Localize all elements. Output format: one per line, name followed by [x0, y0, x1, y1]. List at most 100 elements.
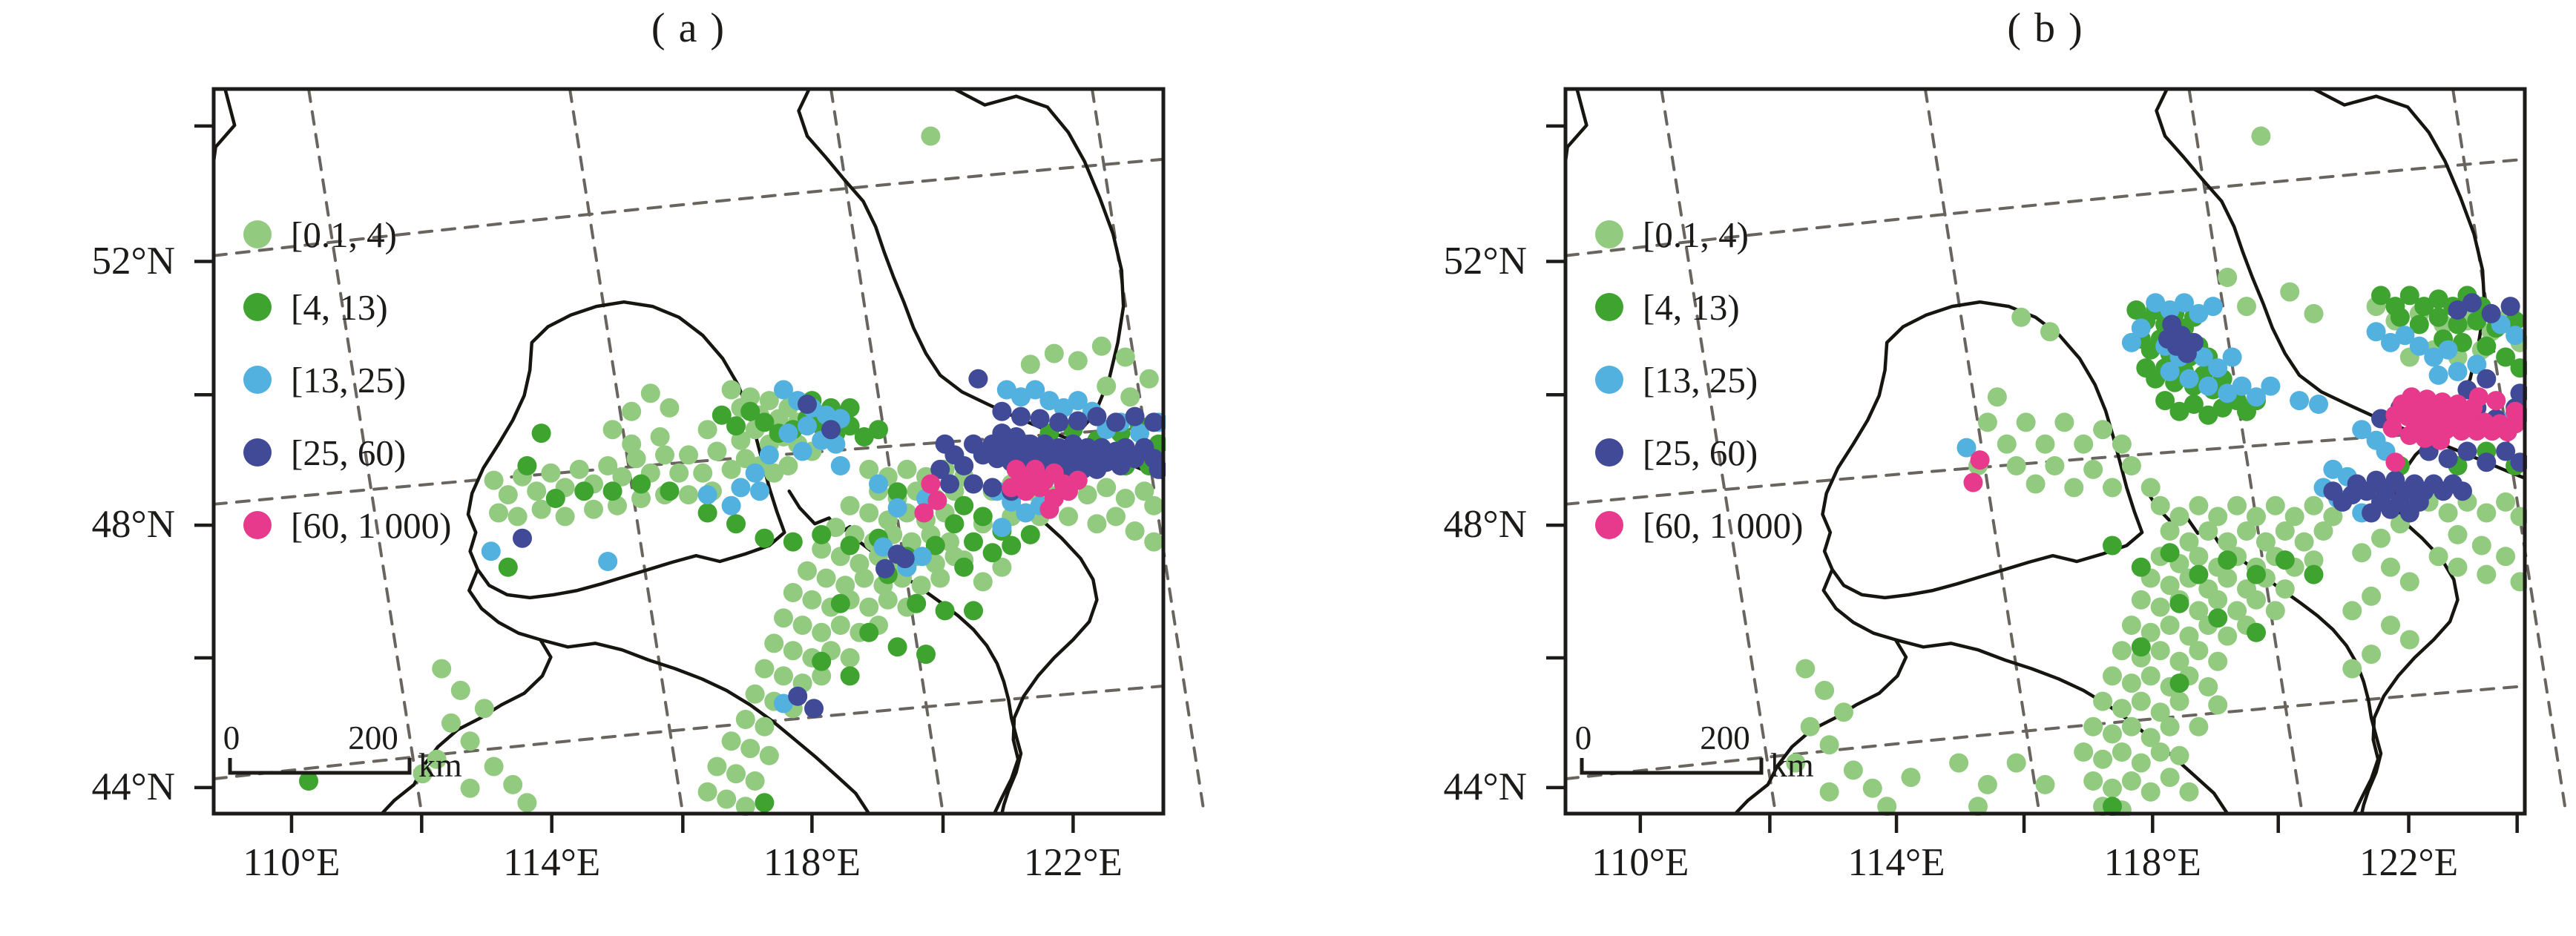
data-point-green [2467, 311, 2487, 331]
data-point-light_green [2342, 659, 2362, 679]
data-point-light_blue [759, 445, 779, 465]
data-point-light_blue [1068, 391, 1088, 411]
data-point-light_green [2227, 601, 2247, 621]
data-point-light_blue [2290, 391, 2310, 411]
y-tick-label-a: 48°N [91, 503, 175, 547]
legend-label: [4, 13) [291, 286, 388, 328]
legend-item-a-3: [25, 60) [243, 432, 406, 473]
data-point-green [2184, 395, 2204, 414]
data-point-green [964, 532, 983, 552]
data-point-light_green [798, 561, 817, 581]
data-point-light_green [2218, 568, 2238, 588]
data-point-light_green [859, 597, 879, 617]
data-point-light_blue [697, 485, 717, 505]
data-point-green [944, 514, 965, 534]
data-point-light_green [830, 616, 850, 635]
data-point-pink [2415, 428, 2435, 448]
legend-dot-green [243, 293, 272, 321]
data-point-light_green [2093, 420, 2113, 440]
data-point-light_blue [830, 456, 850, 475]
data-point-light_green [541, 463, 561, 483]
data-point-light_green [1901, 768, 1921, 788]
data-point-light_green [1125, 521, 1145, 541]
data-point-light_blue [2232, 376, 2252, 396]
x-tick-label-b: 114°E [1847, 841, 1945, 884]
x-tick-label-a: 118°E [763, 841, 861, 884]
x-tick-label-a: 122°E [1023, 841, 1123, 884]
data-point-light_green [432, 659, 452, 679]
data-point-light_green [2198, 521, 2218, 541]
data-point-light_green [921, 126, 941, 146]
data-point-light_green [1134, 481, 1154, 501]
data-point-light_green [2198, 677, 2218, 696]
data-point-light_blue [2218, 383, 2238, 403]
data-point-light_green [2227, 495, 2247, 515]
data-point-pink [1054, 474, 1074, 494]
data-point-light_blue [598, 552, 618, 571]
data-point-navy [2409, 492, 2429, 512]
scatter-layer [1786, 126, 2527, 816]
data-point-light_blue [1016, 503, 1036, 523]
data-point-light_green [2477, 503, 2497, 523]
data-point-light_green [450, 680, 470, 700]
data-point-light_green [1020, 355, 1040, 375]
data-point-green [697, 503, 717, 523]
data-point-light_green [2477, 564, 2497, 584]
data-point-light_green [1987, 387, 2007, 407]
data-point-light_green [2074, 742, 2094, 762]
data-point-navy [895, 549, 915, 569]
data-point-light_green [2140, 782, 2161, 802]
legend-label: [4, 13) [1643, 286, 1740, 328]
data-point-green [2189, 564, 2209, 584]
data-point-navy [2500, 297, 2520, 317]
data-point-light_green [2160, 576, 2180, 596]
data-point-green [660, 481, 680, 501]
data-point-light_green [1977, 774, 1997, 794]
data-point-light_blue [2448, 362, 2468, 381]
data-point-light_green [878, 590, 898, 610]
legend-dot-light_green [243, 220, 272, 248]
data-point-light_green [2342, 601, 2362, 621]
data-point-green [2103, 535, 2122, 556]
data-point-green [973, 507, 993, 527]
data-point-green [954, 557, 974, 577]
legend-label: [13, 25) [1643, 359, 1758, 401]
data-point-light_green [973, 572, 993, 592]
country-border-5 [539, 638, 871, 816]
data-point-light_blue [873, 537, 893, 557]
data-point-navy [2481, 303, 2501, 323]
data-point-light_blue [745, 463, 765, 483]
data-point-light_green [774, 608, 793, 628]
data-point-light_green [2179, 782, 2199, 802]
data-point-light_green [2189, 495, 2209, 515]
meridian-gridline-112E [1660, 88, 1778, 815]
data-point-light_green [2160, 716, 2180, 736]
data-point-light_green [2179, 532, 2199, 552]
data-point-green [859, 622, 879, 642]
data-point-light_green [897, 459, 917, 479]
data-point-light_green [735, 797, 755, 816]
data-point-light_green [527, 481, 547, 501]
data-point-light_green [503, 774, 523, 794]
data-point-light_green [2121, 716, 2141, 736]
data-point-light_blue [2506, 326, 2526, 346]
data-point-light_green [812, 622, 832, 642]
data-point-navy [940, 474, 959, 494]
y-tick-label-b: 48°N [1443, 503, 1527, 547]
data-point-light_green [2035, 434, 2055, 454]
data-point-light_green [901, 532, 921, 552]
data-point-green [854, 427, 874, 446]
data-point-navy [964, 474, 983, 494]
data-point-light_green [2304, 303, 2324, 323]
data-point-light_green [783, 641, 803, 661]
data-point-light_green [697, 420, 717, 440]
data-point-navy [1011, 406, 1031, 426]
data-point-light_green [669, 463, 689, 483]
data-point-light_green [474, 699, 494, 719]
data-point-navy [2457, 441, 2477, 461]
data-point-navy [2462, 293, 2482, 313]
data-point-light_green [1077, 485, 1097, 505]
data-point-light_green [859, 459, 879, 479]
map-frame [1563, 87, 2527, 816]
data-point-light_green [764, 633, 784, 653]
